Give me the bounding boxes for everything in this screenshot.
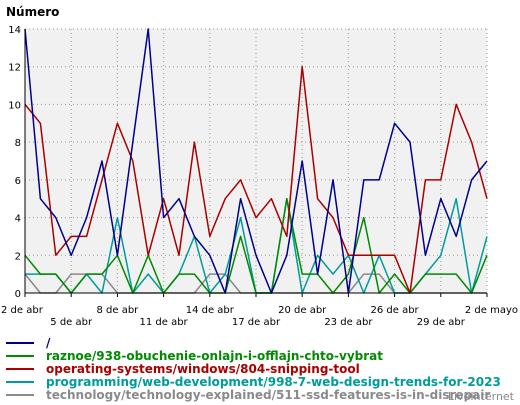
x-tick-label: 5 de abr — [50, 317, 93, 328]
x-tick-label: 2 de mayo — [465, 305, 518, 316]
legend-label: raznoe/938-obuchenie-onlajn-i-offlajn-ch… — [46, 349, 383, 363]
legend: /raznoe/938-obuchenie-onlajn-i-offlajn-c… — [6, 336, 501, 402]
x-tick-label: 26 de abr — [371, 305, 420, 316]
series-line-0 — [24, 28, 488, 294]
x-tick-label: 14 de abr — [186, 305, 235, 316]
x-axis-ticks: 2 de abr 8 de abr 14 de abr 20 de abr 26 de … — [1, 293, 518, 328]
y-axis-label: Número — [6, 5, 59, 19]
y-tick-label: 0 — [15, 289, 21, 300]
y-tick-label: 6 — [15, 176, 21, 187]
y-tick-label: 4 — [15, 214, 21, 225]
y-tick-label: 14 — [8, 25, 21, 36]
legend-label: / — [46, 336, 51, 350]
x-tick-label: 20 de abr — [278, 305, 327, 316]
watermark-text: LiveInternet — [448, 390, 515, 403]
x-tick-label: 11 de abr — [140, 317, 189, 328]
x-tick-label: 23 de abr — [324, 317, 373, 328]
y-axis-ticks: 0 2 4 6 8 10 12 14 — [8, 25, 21, 300]
x-tick-label: 8 de abr — [96, 305, 139, 316]
legend-label: operating-systems/windows/804-snipping-t… — [46, 362, 360, 376]
y-tick-label: 8 — [15, 138, 21, 149]
legend-label: programming/web-development/998-7-web-de… — [46, 375, 501, 389]
y-tick-label: 2 — [15, 251, 21, 262]
y-tick-label: 12 — [8, 63, 21, 74]
x-tick-label: 17 de abr — [232, 317, 281, 328]
legend-label: technology/technology-explained/511-ssd-… — [46, 388, 490, 402]
y-tick-label: 10 — [8, 100, 21, 111]
x-tick-label: 29 de abr — [417, 317, 466, 328]
x-tick-label: 2 de abr — [1, 305, 44, 316]
